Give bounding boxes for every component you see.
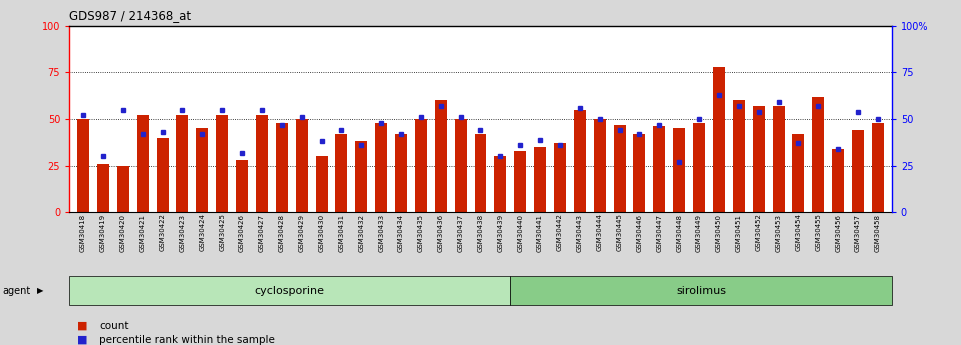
Text: ■: ■ — [77, 321, 87, 331]
Bar — [510, 276, 892, 305]
Bar — [69, 276, 510, 305]
Bar — [315, 156, 328, 212]
Text: count: count — [99, 321, 129, 331]
Bar — [395, 134, 407, 212]
Bar — [455, 119, 467, 212]
Bar — [296, 119, 308, 212]
Bar — [852, 130, 864, 212]
Bar — [534, 147, 546, 212]
Bar — [812, 97, 825, 212]
Bar — [494, 156, 506, 212]
Text: agent: agent — [2, 286, 30, 296]
Text: percentile rank within the sample: percentile rank within the sample — [99, 335, 275, 345]
Bar — [475, 134, 486, 212]
Text: ▶: ▶ — [37, 286, 43, 295]
Bar — [773, 106, 784, 212]
Bar — [674, 128, 685, 212]
Bar — [713, 67, 725, 212]
Text: cyclosporine: cyclosporine — [255, 286, 325, 296]
Bar — [375, 123, 387, 212]
Bar — [574, 110, 586, 212]
Bar — [356, 141, 367, 212]
Bar — [693, 123, 705, 212]
Bar — [136, 115, 149, 212]
Bar — [157, 138, 168, 212]
Bar — [335, 134, 347, 212]
Bar — [117, 166, 129, 212]
Bar — [196, 128, 209, 212]
Bar — [554, 143, 566, 212]
Bar — [793, 134, 804, 212]
Bar — [77, 119, 89, 212]
Text: GDS987 / 214368_at: GDS987 / 214368_at — [69, 9, 191, 22]
Bar — [216, 115, 228, 212]
Bar — [653, 127, 665, 212]
Bar — [97, 164, 109, 212]
Bar — [236, 160, 248, 212]
Text: sirolimus: sirolimus — [676, 286, 727, 296]
Bar — [434, 100, 447, 212]
Bar — [832, 149, 844, 212]
Bar — [514, 151, 527, 212]
Text: ■: ■ — [77, 335, 87, 345]
Bar — [733, 100, 745, 212]
Bar — [752, 106, 765, 212]
Bar — [594, 119, 605, 212]
Bar — [633, 134, 646, 212]
Bar — [872, 123, 884, 212]
Bar — [177, 115, 188, 212]
Bar — [256, 115, 268, 212]
Bar — [614, 125, 626, 212]
Bar — [276, 123, 287, 212]
Bar — [415, 119, 427, 212]
